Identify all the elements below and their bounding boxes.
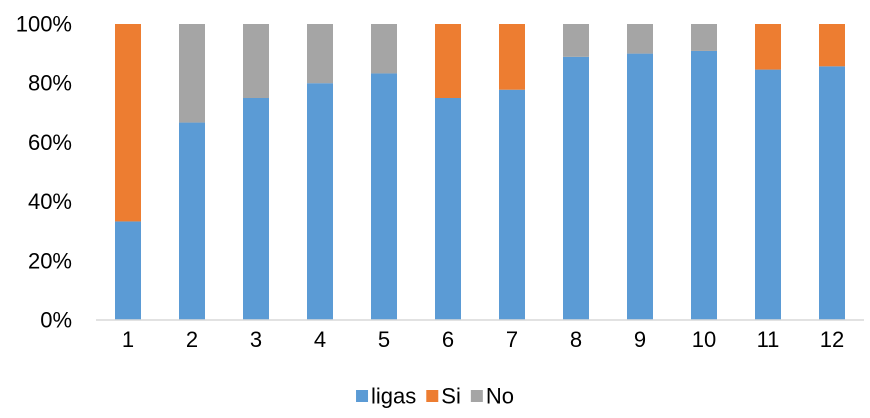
legend: ligas Si No — [356, 384, 514, 409]
x-tick-label: 1 — [122, 327, 134, 352]
x-tick-label: 3 — [250, 327, 262, 352]
x-tick-label: 11 — [757, 327, 780, 352]
bar-segment-ligas — [691, 50, 717, 320]
bar-segment-si — [819, 24, 845, 67]
bar-segment-no — [179, 24, 205, 123]
bar-segment-si — [115, 24, 141, 222]
legend-label-no: No — [486, 384, 514, 409]
y-tick-label: 80% — [28, 71, 72, 96]
x-tick-label: 2 — [186, 327, 198, 352]
x-tick-label: 4 — [314, 327, 326, 352]
bar-segment-no — [627, 24, 653, 54]
y-tick-label: 100% — [16, 12, 72, 37]
x-tick-label: 7 — [506, 327, 518, 352]
y-tick-label: 0% — [40, 308, 72, 333]
bar-segment-ligas — [435, 98, 461, 320]
bar-segment-no — [243, 24, 269, 98]
x-tick-label: 6 — [442, 327, 454, 352]
bar-segment-ligas — [115, 221, 141, 320]
bar-segment-ligas — [499, 89, 525, 320]
bar-segment-ligas — [627, 53, 653, 320]
legend-swatch-si — [426, 390, 439, 402]
bar-segment-ligas — [243, 98, 269, 320]
y-tick-label: 60% — [28, 130, 72, 155]
bar-segment-ligas — [819, 66, 845, 320]
legend-label-si: Si — [441, 384, 461, 409]
legend-swatch-ligas — [356, 390, 369, 402]
bar-segment-ligas — [179, 122, 205, 321]
legend-swatch-no — [470, 390, 483, 402]
bar-segment-si — [435, 24, 461, 98]
y-axis-tick-labels: 0% 20% 40% 60% 80% 100% — [16, 12, 72, 333]
bar-segment-si — [755, 24, 781, 70]
x-tick-label: 5 — [378, 327, 390, 352]
bar-segment-no — [691, 24, 717, 51]
bar-segment-no — [371, 24, 397, 74]
legend-label-ligas: ligas — [371, 384, 416, 409]
x-tick-label: 9 — [634, 327, 646, 352]
bar-segment-no — [307, 24, 333, 84]
y-tick-label: 40% — [28, 189, 72, 214]
bar-segment-ligas — [563, 56, 589, 321]
y-tick-label: 20% — [28, 248, 72, 273]
x-tick-label: 10 — [692, 327, 716, 352]
bar-segment-no — [563, 24, 589, 57]
bars-group — [115, 24, 845, 321]
bar-segment-ligas — [307, 83, 333, 320]
x-tick-label: 8 — [570, 327, 582, 352]
x-tick-label: 12 — [820, 327, 844, 352]
bar-segment-si — [499, 24, 525, 90]
x-axis-tick-labels: 1 2 3 4 5 6 7 8 9 10 11 12 — [122, 327, 844, 352]
bar-segment-ligas — [755, 69, 781, 320]
bar-segment-ligas — [371, 73, 397, 320]
